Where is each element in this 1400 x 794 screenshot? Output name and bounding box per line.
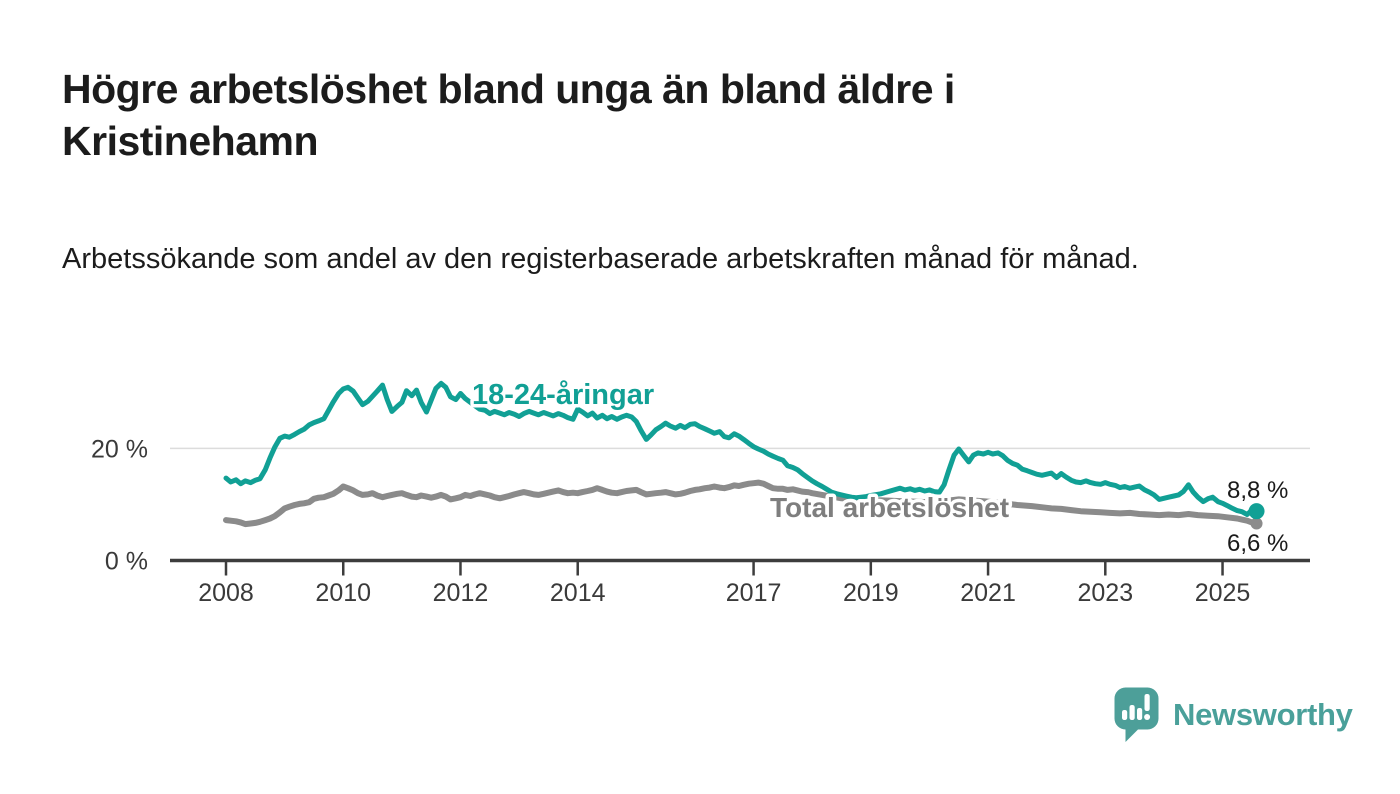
x-axis: 2008 2010 2012 2014 2017 2019 2021 2023 2025 bbox=[170, 558, 1310, 607]
line-18-24-åringar bbox=[223, 380, 1259, 517]
x-tick-label-2008: 2008 bbox=[198, 579, 254, 607]
x-tick-label-2023: 2023 bbox=[1077, 579, 1133, 607]
series-label-18-24-åringar: 18-24-åringar bbox=[472, 379, 654, 411]
x-tick-label-2014: 2014 bbox=[550, 579, 606, 607]
brand-name: Newsworthy bbox=[1173, 697, 1353, 732]
series-lines bbox=[223, 380, 1265, 530]
x-tick-label-2017: 2017 bbox=[726, 579, 782, 607]
page-subtitle: Arbetssökande som andel av den registerb… bbox=[62, 243, 1139, 275]
newsworthy-logo: Newsworthy bbox=[1113, 686, 1353, 744]
x-tick-label-2025: 2025 bbox=[1195, 579, 1251, 607]
x-tick-label-2021: 2021 bbox=[960, 579, 1016, 607]
series-label-Total arbetslöshet: Total arbetslöshet bbox=[770, 492, 1009, 523]
y-axis-labels: 20 % 0 % bbox=[91, 435, 148, 575]
x-tick-label-2019: 2019 bbox=[843, 579, 899, 607]
x-tick-label-2010: 2010 bbox=[315, 579, 371, 607]
speech-bubble-shape bbox=[1114, 687, 1159, 742]
chart-annotations: Total arbetslöshet 6,6 % 18-24-åringar 8,8 … bbox=[469, 376, 1289, 558]
line-Total arbetslöshet bbox=[223, 479, 1260, 528]
end-dot-18-24-åringar bbox=[1248, 503, 1265, 520]
page-title: Högre arbetslöshet bland unga än bland ä… bbox=[62, 66, 955, 164]
end-dot-Total arbetslöshet bbox=[1250, 517, 1263, 530]
end-value-label-Total arbetslöshet: 6,6 % bbox=[1227, 530, 1288, 557]
newsworthy-speech-bubble-bar-chart-icon bbox=[1114, 687, 1159, 742]
y-tick-label-20: 20 % bbox=[91, 435, 148, 463]
x-tick-label-2012: 2012 bbox=[433, 579, 489, 607]
end-value-label-18-24-åringar: 8,8 % bbox=[1227, 477, 1288, 504]
bar-chart-glyph bbox=[1122, 694, 1151, 720]
y-tick-label-0: 0 % bbox=[105, 548, 148, 576]
